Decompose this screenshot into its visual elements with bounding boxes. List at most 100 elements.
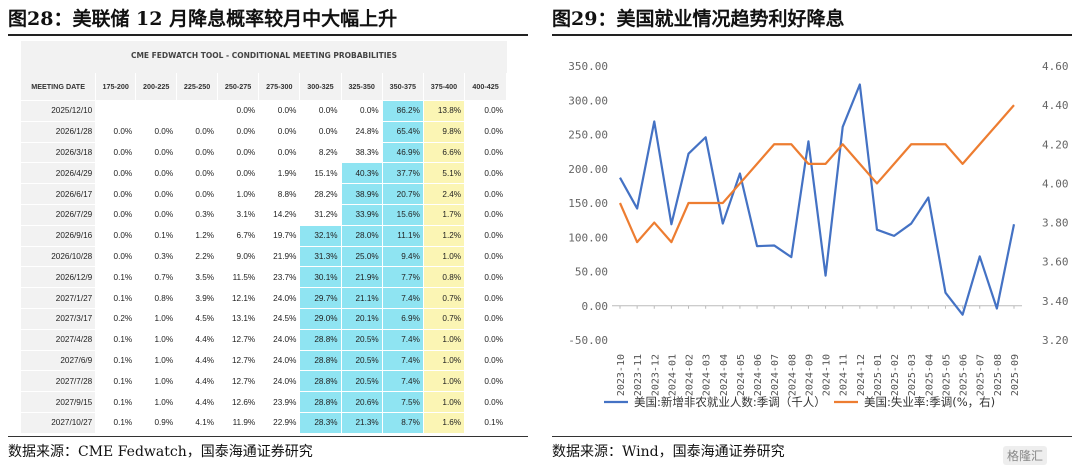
- probability-cell: 5.1%: [423, 162, 466, 184]
- probability-cell: 0.8%: [135, 287, 178, 309]
- column-header-275-300: 275-300: [258, 73, 301, 101]
- probability-cell: 0.0%: [299, 100, 342, 122]
- probability-cell: 0.1%: [95, 370, 137, 392]
- table-row: 2027/6/9 0.1% 1.0% 4.4% 12.7% 24.0% 28.8% 20.5%…: [21, 349, 507, 371]
- fedwatch-table-panel: CME FEDWATCH TOOL - CONDITIONAL MEETING …: [21, 41, 507, 433]
- meeting-date-cell: 2026/6/17: [21, 183, 97, 205]
- probability-cell: 38.9%: [341, 183, 383, 205]
- probability-cell: 20.5%: [341, 328, 383, 351]
- probability-cell: 4.5%: [176, 307, 219, 330]
- y-left-tick-label: 150.00: [568, 197, 608, 210]
- probability-cell: 46.9%: [382, 141, 424, 163]
- column-header-350-375: 350-375: [382, 73, 424, 101]
- series-line-unemployment: [618, 104, 1015, 244]
- probability-cell: 3.9%: [176, 287, 219, 309]
- probability-cell: 4.4%: [176, 328, 219, 351]
- table-row: 2027/10/27 0.1% 0.9% 4.1% 11.9% 22.9% 28.3% 21.…: [21, 411, 507, 433]
- probability-cell: 0.0%: [464, 100, 507, 122]
- meeting-date-cell: 2026/12/9: [21, 266, 97, 288]
- x-tick-label: 2024-08: [787, 354, 798, 396]
- x-tick-label: 2024-02: [685, 354, 696, 396]
- column-header-300-325: 300-325: [299, 73, 342, 101]
- probability-cell: 28.8%: [299, 349, 342, 371]
- probability-cell: 29.7%: [299, 287, 342, 309]
- x-tick-label: 2023-10: [616, 354, 627, 396]
- probability-cell: 7.4%: [382, 349, 424, 371]
- left-source-note: 数据来源：CME Fedwatch，国泰海通证券研究: [8, 444, 313, 460]
- probability-cell: 1.0%: [135, 307, 178, 330]
- probability-cell: 0.0%: [258, 141, 301, 163]
- probability-cell: 12.7%: [217, 328, 260, 351]
- probability-cell: 12.6%: [217, 391, 260, 413]
- x-tick-label: 2025-01: [873, 354, 884, 396]
- probability-cell: 0.0%: [464, 162, 507, 184]
- probability-cell: 24.0%: [258, 349, 301, 371]
- x-tick-label: 2023-12: [650, 354, 661, 396]
- probability-cell: 21.9%: [258, 245, 301, 267]
- x-tick-label: 2024-06: [753, 354, 764, 396]
- probability-cell: 0.3%: [176, 203, 219, 226]
- probability-cell: 0.0%: [464, 391, 507, 413]
- probability-cell: 0.7%: [423, 307, 466, 330]
- probability-cell: [176, 100, 219, 122]
- probability-cell: 40.3%: [341, 162, 383, 184]
- probability-cell: 7.4%: [382, 328, 424, 351]
- table-row: 2027/3/17 0.2% 1.0% 4.5% 13.1% 24.5% 29.0% 20.1…: [21, 307, 507, 330]
- probability-cell: 0.1%: [95, 349, 137, 371]
- meeting-date-cell: 2025/12/10: [21, 100, 97, 122]
- y-left-tick-label: 50.00: [575, 266, 608, 279]
- probability-cell: 24.0%: [258, 370, 301, 392]
- legend-label-payrolls: 美国:新增非农就业人数:季调（千人）: [634, 395, 826, 409]
- probability-cell: 4.4%: [176, 391, 219, 413]
- probability-cell: 0.3%: [135, 245, 178, 267]
- meeting-date-cell: 2026/9/16: [21, 224, 97, 247]
- probability-cell: 0.0%: [341, 100, 383, 122]
- probability-cell: 33.9%: [341, 203, 383, 226]
- table-row: 2026/6/17 0.0% 0.0% 0.0% 1.0% 8.8% 28.2% 38.9% 2…: [21, 183, 507, 205]
- meeting-date-cell: 2027/6/9: [21, 349, 97, 371]
- column-header-375-400: 375-400: [423, 73, 466, 101]
- series-line-payrolls: [619, 83, 1016, 316]
- left-figure-title: 图28：美联储 12 月降息概率较月中大幅上升: [8, 8, 398, 30]
- watermark-logo: 格隆汇: [1003, 446, 1048, 465]
- meeting-date-cell: 2027/7/28: [21, 370, 97, 392]
- probability-cell: 21.9%: [341, 266, 383, 288]
- x-tick-label: 2025-03: [907, 354, 918, 396]
- probability-cell: 12.7%: [217, 349, 260, 371]
- probability-cell: 24.0%: [258, 328, 301, 351]
- probability-cell: 1.0%: [423, 370, 466, 392]
- left-source-rule: [8, 436, 528, 437]
- probability-cell: 37.7%: [382, 162, 424, 184]
- right-source-rule: [552, 436, 1072, 437]
- probability-cell: 0.0%: [299, 120, 342, 143]
- table-row: 2026/7/29 0.0% 0.0% 0.3% 3.1% 14.2% 31.2% 33.9%…: [21, 203, 507, 226]
- probability-cell: 0.1%: [135, 224, 178, 247]
- x-tick-label: 2024-09: [804, 354, 815, 396]
- probability-cell: 7.7%: [382, 266, 424, 288]
- probability-cell: 38.3%: [341, 141, 383, 163]
- x-tick-label: 2024-03: [702, 354, 713, 396]
- x-tick-label: 2025-06: [959, 354, 970, 396]
- table-row: 2026/12/9 0.1% 0.7% 3.5% 11.5% 23.7% 30.1% 21.9…: [21, 266, 507, 288]
- x-tick-label: 2024-04: [719, 354, 730, 396]
- probability-cell: [95, 100, 137, 122]
- y-left-tick-label: 100.00: [568, 231, 608, 244]
- probability-cell: 24.0%: [258, 287, 301, 309]
- probability-cell: 3.5%: [176, 266, 219, 288]
- meeting-date-cell: 2026/4/29: [21, 162, 97, 184]
- probability-cell: 9.4%: [382, 245, 424, 267]
- probability-cell: 0.0%: [464, 370, 507, 392]
- probability-cell: 0.0%: [217, 100, 260, 122]
- meeting-date-cell: 2027/9/15: [21, 391, 97, 413]
- probability-cell: 23.9%: [258, 391, 301, 413]
- meeting-date-cell: 2026/7/29: [21, 203, 97, 226]
- probability-cell: 0.1%: [95, 287, 137, 309]
- probability-cell: 28.8%: [299, 391, 342, 413]
- probability-cell: 0.0%: [464, 307, 507, 330]
- employment-chart-svg: -50.00 0.00 50.00 100.00 150.00 200.00 250.00 3…: [568, 60, 1068, 409]
- probability-cell: 20.5%: [341, 349, 383, 371]
- probability-cell: 14.2%: [258, 203, 301, 226]
- x-tick-label: 2024-07: [770, 354, 781, 396]
- y-left-tick-label: 0.00: [582, 300, 609, 313]
- probability-cell: 1.0%: [135, 328, 178, 351]
